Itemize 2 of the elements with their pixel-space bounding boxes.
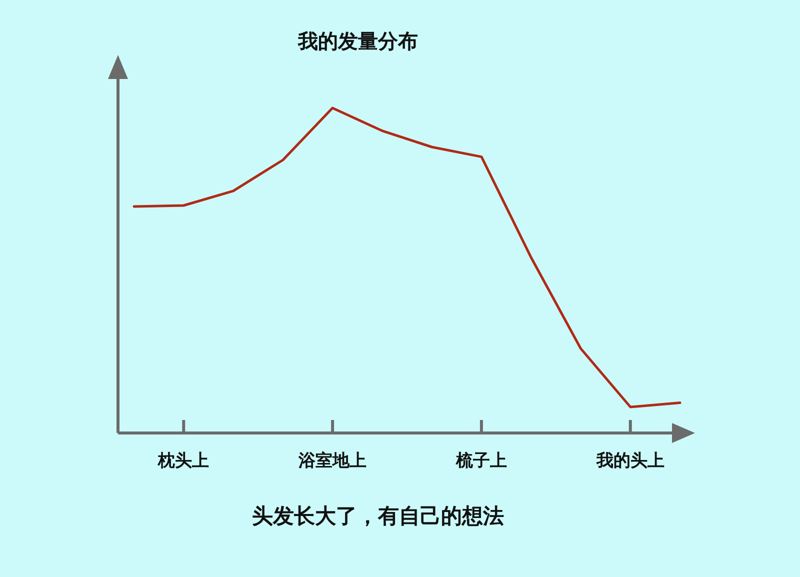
- annotation: 头发长大了，有自己的想法: [252, 504, 504, 528]
- title: 我的发量分布: [298, 29, 418, 53]
